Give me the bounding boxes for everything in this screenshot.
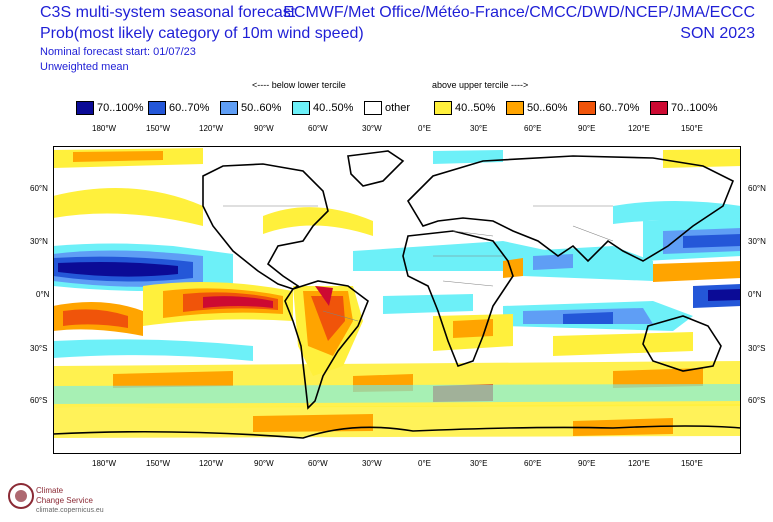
forecast-map [53,146,741,454]
copernicus-logo [8,483,34,509]
north-america-outline [202,163,329,290]
map-subtitle: Prob(most likely category of 10m wind sp… [40,25,364,42]
forecast-start: Nominal forecast start: 01/07/23 [40,46,196,58]
legend-swatch [506,101,524,115]
legend-swatch [650,101,668,115]
legend-label: 50..60% [241,102,282,114]
legend-label: 60..70% [169,102,210,114]
lon-tick-bottom: 150°E [681,459,703,468]
legend-label: 40..50% [313,102,354,114]
lon-tick-bottom: 60°W [308,459,328,468]
logo-name-line2: Change Service [36,496,93,505]
lat-tick-left: 0°N [36,290,50,299]
lon-tick-top: 60°W [308,124,328,133]
lon-tick-top: 30°W [362,124,382,133]
country-borders [223,205,614,322]
legend-swatch [220,101,238,115]
coastlines [53,150,741,439]
logo-ring-icon [8,483,34,509]
lat-tick-right: 30°S [748,344,766,353]
australia-outline [642,315,722,372]
legend-label: 70..100% [671,102,718,114]
legend-swatch [76,101,94,115]
legend-label: 50..60% [527,102,568,114]
lat-tick-right: 0°N [748,290,762,299]
lon-tick-top: 90°W [254,124,274,133]
lon-tick-top: 60°E [524,124,542,133]
greenland-outline [347,150,405,187]
logo-name-line1: Climate [36,486,64,495]
eurasia-outline [406,155,735,263]
lat-tick-right: 60°N [748,184,766,193]
contributing-centres: ECMWF/Met Office/Météo-France/CMCC/DWD/N… [283,4,755,21]
lat-tick-left: 30°S [30,344,48,353]
lon-tick-bottom: 0°E [418,459,431,468]
lon-tick-bottom: 90°W [254,459,274,468]
lon-tick-bottom: 30°W [362,459,382,468]
lat-tick-left: 60°S [30,396,48,405]
lon-tick-top: 0°E [418,124,431,133]
legend-label: 70..100% [97,102,144,114]
lat-tick-left: 30°N [30,237,48,246]
lon-tick-bottom: 120°W [199,459,224,468]
legend-label: 60..70% [599,102,640,114]
legend-label: other [385,102,411,114]
legend-above-hint: above upper tercile ----> [432,80,529,90]
legend-label: 40..50% [455,102,496,114]
legend-swatch [364,101,382,115]
legend-swatch [578,101,596,115]
legend-swatch [292,101,310,115]
legend-swatch [148,101,166,115]
lon-tick-bottom: 120°E [628,459,650,468]
lat-tick-right: 60°S [748,396,766,405]
logo-name: Climate Change Service [36,486,93,506]
legend-swatch [434,101,452,115]
lon-tick-top: 150°E [681,124,703,133]
logo-url: climate.copernicus.eu [36,507,104,514]
map-frame [53,146,741,454]
map-title: C3S multi-system seasonal forecast [40,4,296,21]
lon-tick-top: 90°E [578,124,596,133]
lat-tick-left: 60°N [30,184,48,193]
lon-tick-bottom: 180°W [92,459,117,468]
lon-tick-bottom: 60°E [524,459,542,468]
lon-tick-top: 180°W [92,124,117,133]
lon-tick-top: 120°E [628,124,650,133]
lon-tick-top: 30°E [470,124,488,133]
forecast-season: SON 2023 [680,25,755,42]
lon-tick-top: 150°W [146,124,171,133]
lon-tick-top: 120°W [199,124,224,133]
lat-tick-right: 30°N [748,237,766,246]
antarctica-outline [53,425,741,439]
lon-tick-bottom: 90°E [578,459,596,468]
lon-tick-bottom: 150°W [146,459,171,468]
south-america-outline [284,280,369,410]
weighting-note: Unweighted mean [40,61,129,73]
legend-below-hint: <---- below lower tercile [252,80,346,90]
africa-outline [402,230,514,367]
lon-tick-bottom: 30°E [470,459,488,468]
logo-center-icon [15,490,27,502]
